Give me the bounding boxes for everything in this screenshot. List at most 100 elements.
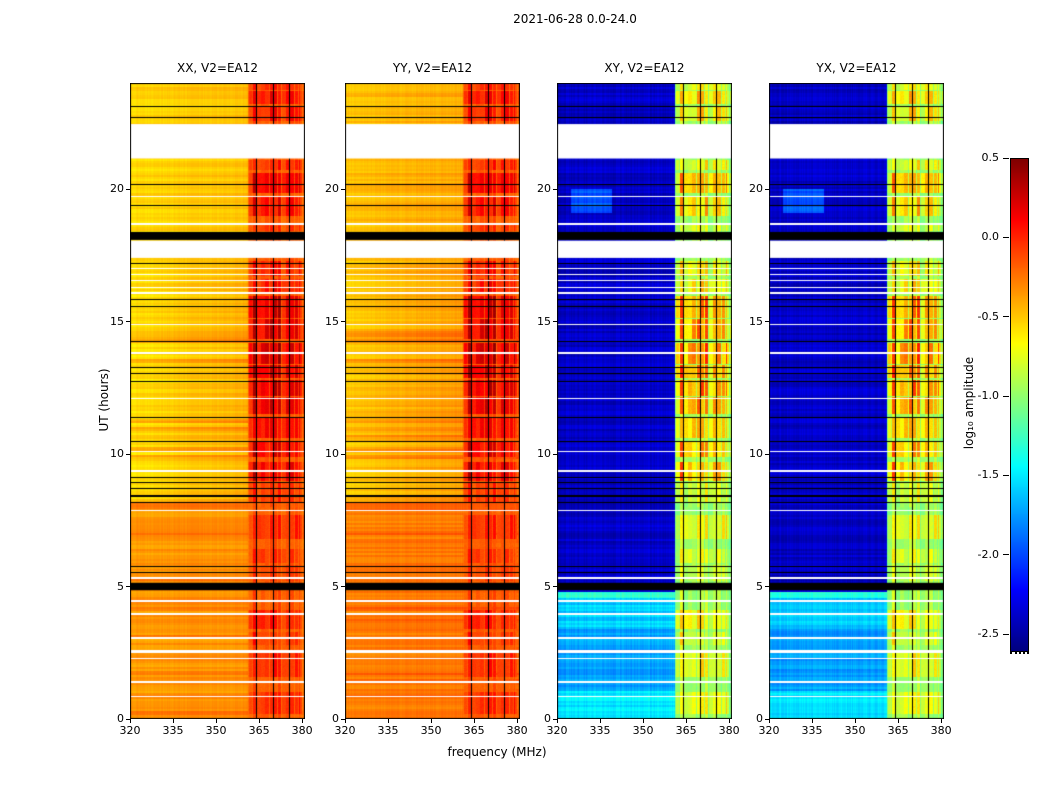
heatmap-xy — [557, 83, 732, 719]
y-tick-label: 15 — [110, 314, 124, 328]
panel-title-yx: YX, V2=EA12 — [816, 61, 897, 75]
x-tick-label: 320 — [334, 724, 356, 737]
y-tick-mark — [553, 586, 557, 587]
colorbar-tick-mark — [1003, 633, 1009, 635]
x-tick-mark — [344, 719, 346, 723]
y-tick-label: 5 — [117, 579, 124, 593]
y-axis-label: UT (hours) — [97, 368, 111, 432]
x-tick-mark — [129, 719, 131, 723]
y-tick-label: 0 — [756, 712, 763, 725]
x-tick-mark — [387, 719, 389, 723]
x-tick-label: 380 — [718, 724, 740, 737]
x-tick-mark — [258, 719, 260, 723]
x-tick-mark — [301, 719, 303, 723]
x-tick-label: 350 — [205, 724, 227, 737]
colorbar-tick-label: -1.0 — [977, 389, 999, 403]
heatmap-yx — [769, 83, 944, 719]
x-tick-mark — [516, 719, 518, 723]
x-tick-label: 320 — [546, 724, 568, 737]
y-tick-label: 5 — [332, 579, 339, 593]
x-tick-mark — [556, 719, 558, 723]
y-tick-mark — [765, 718, 769, 720]
x-axis-label: frequency (MHz) — [447, 745, 547, 759]
heatmap-xx — [130, 83, 305, 719]
x-tick-label: 365 — [675, 724, 697, 737]
x-tick-label: 380 — [506, 724, 528, 737]
y-tick-mark — [765, 586, 769, 587]
panel-xy: XY, V2=EA12 — [557, 61, 732, 719]
x-tick-label: 380 — [291, 724, 313, 737]
y-tick-label: 0 — [117, 712, 124, 725]
panel-yy: YY, V2=EA12 — [345, 61, 520, 719]
y-tick-mark — [341, 718, 345, 720]
y-tick-label: 10 — [325, 447, 339, 460]
y-tick-mark — [553, 188, 557, 190]
y-tick-mark — [126, 718, 130, 720]
y-tick-mark — [126, 586, 130, 587]
y-tick-label: 20 — [749, 182, 763, 195]
x-tick-label: 320 — [758, 724, 780, 737]
colorbar-tick-label: 0.5 — [981, 151, 1000, 164]
x-tick-label: 320 — [119, 724, 141, 737]
x-tick-mark — [897, 719, 899, 723]
x-tick-mark — [473, 719, 475, 723]
y-tick-label: 20 — [325, 182, 339, 195]
y-tick-mark — [126, 188, 130, 190]
heatmap-yy — [345, 83, 520, 719]
y-tick-mark — [765, 453, 769, 455]
y-tick-label: 10 — [749, 447, 763, 460]
y-tick-mark — [341, 321, 345, 322]
x-tick-label: 365 — [248, 724, 270, 737]
colorbar-tick-label: -1.5 — [977, 468, 999, 482]
y-tick-mark — [553, 321, 557, 322]
y-tick-label: 20 — [537, 182, 551, 195]
y-tick-label: 15 — [537, 314, 551, 328]
colorbar-tick-mark — [1003, 316, 1009, 318]
y-tick-mark — [765, 188, 769, 190]
colorbar-tick-label: 0.0 — [981, 230, 1000, 244]
y-tick-label: 10 — [110, 447, 124, 460]
y-tick-mark — [553, 453, 557, 455]
x-tick-mark — [768, 719, 770, 723]
colorbar-gradient — [1010, 158, 1029, 652]
y-tick-mark — [765, 321, 769, 322]
x-tick-mark — [172, 719, 174, 723]
x-tick-mark — [642, 719, 644, 723]
colorbar-label: log₁₀ amplitude — [962, 356, 976, 450]
colorbar-tick-mark — [1003, 474, 1009, 476]
y-tick-label: 0 — [332, 712, 339, 725]
x-tick-mark — [430, 719, 432, 723]
y-tick-mark — [553, 718, 557, 720]
colorbar-tick-mark — [1003, 554, 1009, 556]
x-tick-mark — [811, 719, 813, 723]
x-tick-label: 335 — [377, 724, 399, 737]
panel-title-xx: XX, V2=EA12 — [176, 61, 259, 75]
colorbar-tick-mark — [1003, 236, 1009, 238]
y-tick-label: 5 — [756, 579, 763, 593]
x-tick-mark — [215, 719, 217, 723]
colorbar-tick-label: -0.5 — [977, 309, 999, 323]
y-tick-label: 15 — [749, 314, 763, 328]
x-tick-mark — [685, 719, 687, 723]
x-tick-label: 350 — [420, 724, 442, 737]
panel-xx: XX, V2=EA12 — [130, 61, 305, 719]
y-tick-mark — [126, 321, 130, 322]
colorbar-tick-mark — [1003, 395, 1009, 397]
colorbar-tick-label: -2.0 — [977, 547, 999, 561]
x-tick-mark — [854, 719, 856, 723]
x-tick-label: 335 — [589, 724, 611, 737]
y-tick-mark — [341, 453, 345, 455]
x-tick-mark — [599, 719, 601, 723]
y-tick-mark — [341, 188, 345, 190]
x-tick-label: 365 — [463, 724, 485, 737]
panel-title-xy: XY, V2=EA12 — [604, 61, 685, 75]
y-tick-label: 20 — [110, 182, 124, 195]
y-tick-label: 10 — [537, 447, 551, 460]
y-tick-label: 0 — [544, 712, 551, 725]
x-tick-label: 335 — [801, 724, 823, 737]
y-tick-mark — [341, 586, 345, 587]
figure-title: 2021-06-28 0.0-24.0 — [513, 12, 637, 26]
colorbar-tick-mark — [1003, 157, 1009, 159]
x-tick-label: 365 — [887, 724, 909, 737]
